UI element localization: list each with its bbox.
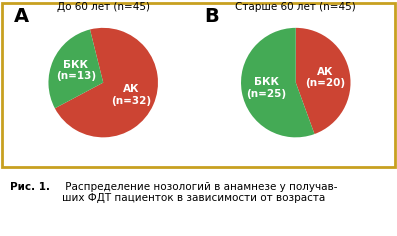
- Wedge shape: [48, 30, 103, 108]
- Text: Распределение нозологий в анамнезе у получав-
ших ФДТ пациенток в зависимости от: Распределение нозологий в анамнезе у пол…: [62, 182, 337, 203]
- FancyBboxPatch shape: [2, 3, 395, 167]
- Text: Рис. 1.: Рис. 1.: [10, 182, 50, 192]
- Text: АК
(n=20): АК (n=20): [305, 67, 345, 88]
- Wedge shape: [55, 28, 158, 137]
- Title: До 60 лет (n=45): До 60 лет (n=45): [57, 2, 150, 12]
- Text: БКК
(n=25): БКК (n=25): [246, 77, 286, 99]
- Wedge shape: [241, 28, 314, 137]
- Text: A: A: [14, 7, 29, 26]
- Text: АК
(n=32): АК (n=32): [111, 84, 151, 106]
- Title: Старше 60 лет (n=45): Старше 60 лет (n=45): [235, 2, 356, 12]
- Text: БКК
(n=13): БКК (n=13): [56, 59, 96, 81]
- Wedge shape: [296, 28, 351, 134]
- Text: B: B: [204, 7, 219, 26]
